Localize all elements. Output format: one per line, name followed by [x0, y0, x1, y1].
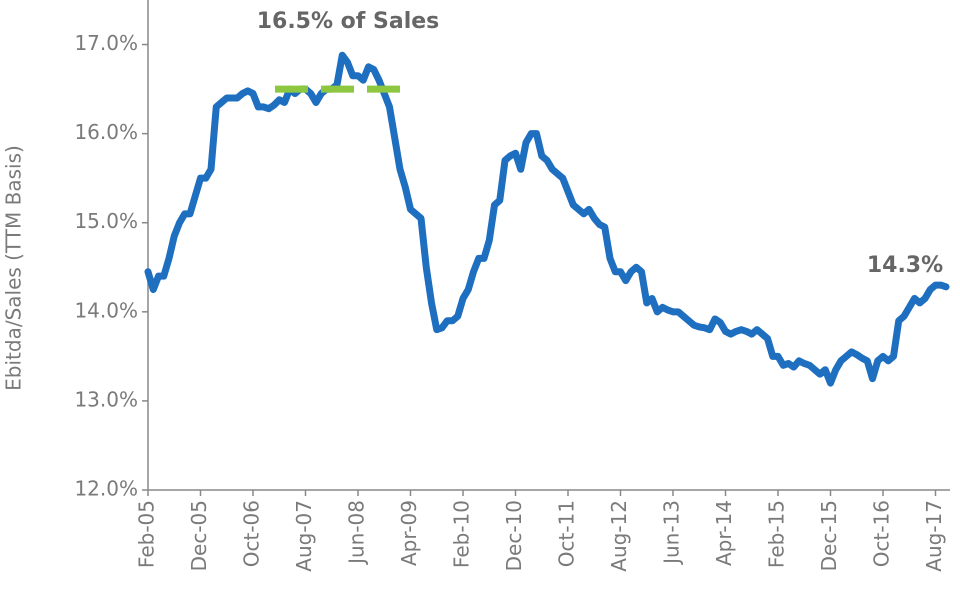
x-tick-label: Dec-05	[187, 500, 211, 571]
x-tick-label: Jun-08	[345, 500, 369, 566]
y-tick-label: 13.0%	[74, 387, 138, 411]
x-tick-label: Feb-15	[765, 500, 789, 568]
y-tick-label: 17.0%	[74, 31, 138, 55]
x-tick-label: Apr-09	[397, 500, 421, 566]
y-axis-title: Ebitda/Sales (TTM Basis)	[2, 145, 26, 391]
x-tick-label: Oct-06	[240, 500, 264, 567]
x-tick-label: Feb-05	[135, 500, 159, 568]
x-tick-label: Feb-10	[450, 500, 474, 568]
y-tick-label: 14.0%	[74, 298, 138, 322]
y-tick-label: 15.0%	[74, 209, 138, 233]
data-line	[144, 51, 950, 387]
x-tick-label: Oct-16	[870, 500, 894, 567]
x-tick-label: Oct-11	[555, 500, 579, 567]
x-tick-label: Apr-14	[712, 500, 736, 566]
x-tick-label: Jun-13	[660, 500, 684, 566]
x-tick-label: Aug-12	[607, 500, 631, 572]
y-tick-label: 12.0%	[74, 477, 138, 501]
end-annotation: 14.3%	[867, 253, 943, 278]
y-tick-label: 16.0%	[74, 120, 138, 144]
x-tick-label: Aug-07	[292, 500, 316, 572]
x-tick-label: Dec-15	[817, 500, 841, 571]
x-tick-label: Aug-17	[922, 500, 946, 572]
x-tick-label: Dec-10	[502, 500, 526, 571]
reference-annotation: 16.5% of Sales	[257, 9, 440, 34]
